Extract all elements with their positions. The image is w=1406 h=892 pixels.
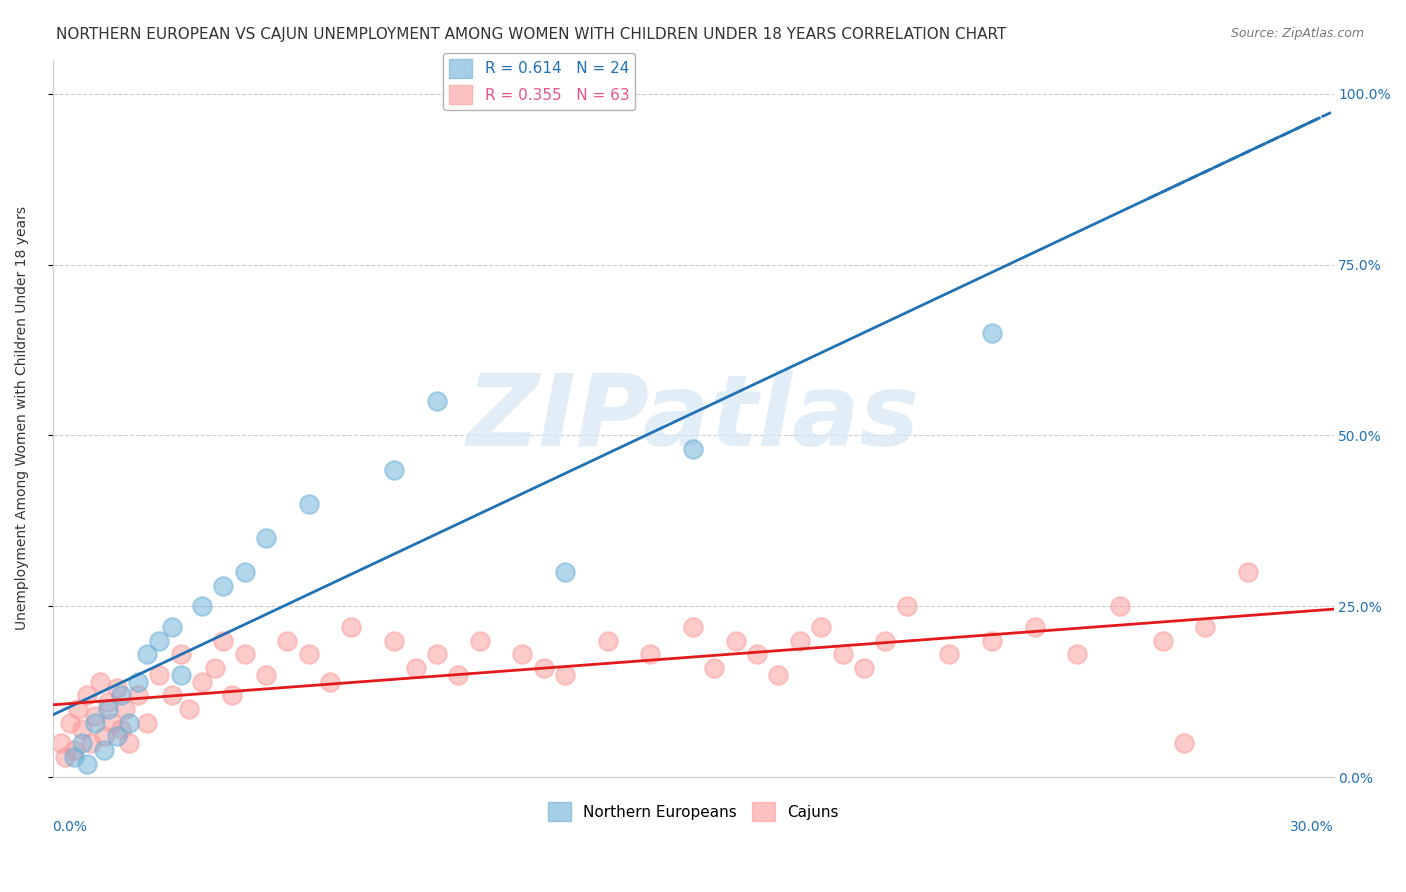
Point xyxy=(233,647,256,661)
Point xyxy=(938,647,960,661)
Point xyxy=(554,565,576,579)
Point xyxy=(63,749,86,764)
Point xyxy=(640,647,662,661)
Point xyxy=(405,661,427,675)
Point xyxy=(682,442,704,457)
Point xyxy=(127,688,149,702)
Point xyxy=(896,599,918,614)
Point xyxy=(1237,565,1260,579)
Point xyxy=(554,667,576,681)
Point xyxy=(89,674,111,689)
Point xyxy=(135,715,157,730)
Text: 30.0%: 30.0% xyxy=(1289,821,1333,834)
Point xyxy=(254,531,277,545)
Point xyxy=(981,633,1004,648)
Point xyxy=(1109,599,1132,614)
Point xyxy=(179,702,201,716)
Text: ZIPatlas: ZIPatlas xyxy=(467,370,920,467)
Point xyxy=(340,620,363,634)
Point xyxy=(148,667,170,681)
Point xyxy=(789,633,811,648)
Point xyxy=(1152,633,1174,648)
Point xyxy=(768,667,790,681)
Point xyxy=(105,681,128,696)
Point xyxy=(875,633,897,648)
Point xyxy=(55,749,77,764)
Point xyxy=(468,633,491,648)
Point xyxy=(447,667,470,681)
Point xyxy=(76,756,98,771)
Point xyxy=(426,394,449,409)
Point xyxy=(97,695,120,709)
Point xyxy=(49,736,72,750)
Point xyxy=(72,723,94,737)
Legend: Northern Europeans, Cajuns: Northern Europeans, Cajuns xyxy=(541,796,845,827)
Point xyxy=(221,688,243,702)
Point xyxy=(170,667,193,681)
Point xyxy=(93,743,115,757)
Point xyxy=(93,729,115,743)
Text: NORTHERN EUROPEAN VS CAJUN UNEMPLOYMENT AMONG WOMEN WITH CHILDREN UNDER 18 YEARS: NORTHERN EUROPEAN VS CAJUN UNEMPLOYMENT … xyxy=(56,27,1007,42)
Y-axis label: Unemployment Among Women with Children Under 18 years: Unemployment Among Women with Children U… xyxy=(15,206,30,631)
Point xyxy=(170,647,193,661)
Point xyxy=(59,715,82,730)
Point xyxy=(212,633,235,648)
Point xyxy=(233,565,256,579)
Point xyxy=(72,736,94,750)
Point xyxy=(276,633,298,648)
Point xyxy=(135,647,157,661)
Point xyxy=(1024,620,1046,634)
Point xyxy=(254,667,277,681)
Point xyxy=(118,736,141,750)
Point xyxy=(1194,620,1216,634)
Point xyxy=(533,661,555,675)
Point xyxy=(810,620,832,634)
Point xyxy=(67,702,90,716)
Point xyxy=(80,736,103,750)
Point xyxy=(981,326,1004,340)
Point xyxy=(724,633,747,648)
Point xyxy=(76,688,98,702)
Point xyxy=(682,620,704,634)
Point xyxy=(831,647,853,661)
Point xyxy=(426,647,449,661)
Point xyxy=(212,579,235,593)
Point xyxy=(745,647,768,661)
Point xyxy=(105,729,128,743)
Point xyxy=(382,463,405,477)
Point xyxy=(191,599,214,614)
Point xyxy=(703,661,725,675)
Point xyxy=(118,715,141,730)
Point xyxy=(148,633,170,648)
Point xyxy=(204,661,226,675)
Point xyxy=(510,647,533,661)
Point xyxy=(114,702,136,716)
Point xyxy=(84,715,107,730)
Point xyxy=(101,715,124,730)
Point xyxy=(382,633,405,648)
Point xyxy=(63,743,86,757)
Point xyxy=(160,620,183,634)
Point xyxy=(1066,647,1088,661)
Point xyxy=(97,702,120,716)
Point xyxy=(160,688,183,702)
Point xyxy=(1173,736,1195,750)
Point xyxy=(319,674,342,689)
Point xyxy=(298,497,321,511)
Text: Source: ZipAtlas.com: Source: ZipAtlas.com xyxy=(1230,27,1364,40)
Point xyxy=(298,647,321,661)
Point xyxy=(596,633,619,648)
Text: 0.0%: 0.0% xyxy=(52,821,87,834)
Point xyxy=(127,674,149,689)
Point xyxy=(110,723,132,737)
Point xyxy=(191,674,214,689)
Point xyxy=(110,688,132,702)
Point xyxy=(852,661,875,675)
Point xyxy=(84,708,107,723)
